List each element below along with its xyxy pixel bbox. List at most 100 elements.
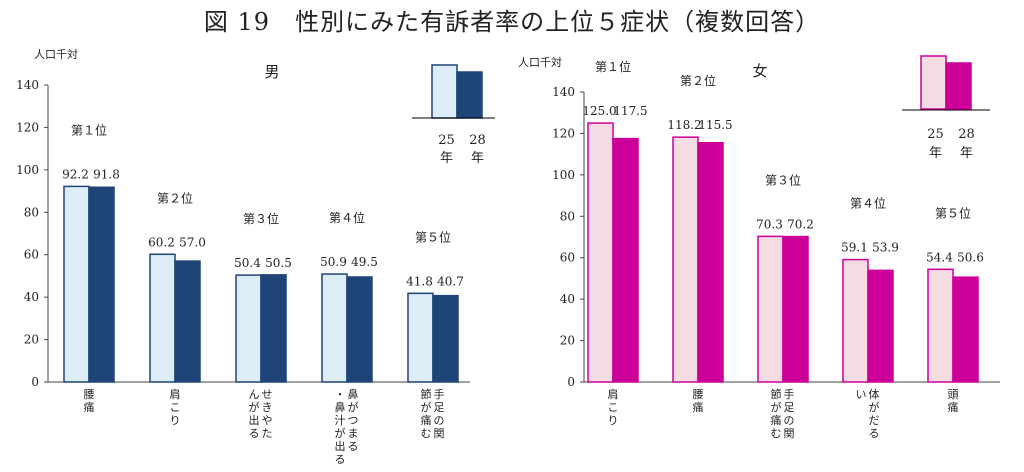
female-category-label: り bbox=[608, 414, 619, 427]
male-category-label: が bbox=[421, 400, 432, 414]
female-y-tick-label: 140 bbox=[552, 85, 575, 99]
female-rank-label: 第２位 bbox=[680, 73, 716, 88]
male-category-label: 痛 bbox=[421, 413, 432, 427]
female-bar-25-0 bbox=[587, 122, 614, 383]
female-y-tick-label: 60 bbox=[560, 251, 575, 265]
female-category-label: こ bbox=[608, 401, 619, 414]
male-bar-28-3 bbox=[346, 276, 373, 383]
male-legend-swatch-28 bbox=[456, 71, 483, 119]
female-legend-year-unit: 年 bbox=[960, 146, 973, 161]
male-y-tick-label: 140 bbox=[16, 78, 39, 92]
male-bar-28-0 bbox=[88, 186, 115, 383]
male-category-label: つ bbox=[348, 414, 359, 427]
male-category-label: ん bbox=[249, 388, 260, 401]
female-category-label: む bbox=[771, 427, 782, 440]
female-category-label: 痛 bbox=[948, 400, 959, 414]
female-legend-swatch-28 bbox=[945, 62, 972, 110]
male-rank-label: 第１位 bbox=[71, 122, 107, 137]
female-category-label: い bbox=[856, 388, 867, 401]
male-y-tick-label: 120 bbox=[16, 120, 39, 134]
female-legend-swatch-25 bbox=[920, 55, 947, 110]
male-rank-label: 第５位 bbox=[415, 229, 451, 244]
male-category-label: る bbox=[335, 453, 346, 466]
female-category-label: 足 bbox=[784, 401, 795, 414]
female-value-label-25: 54.4 bbox=[926, 250, 953, 264]
male-category-label: 出 bbox=[335, 439, 346, 453]
male-panel-title: 男 bbox=[264, 63, 279, 81]
male-bar-25-0 bbox=[63, 185, 90, 383]
female-bar-25-4 bbox=[927, 268, 954, 383]
female-value-label-28: 50.6 bbox=[957, 250, 984, 264]
male-legend-year-unit: 年 bbox=[440, 151, 453, 166]
male-value-label-28: 49.5 bbox=[351, 255, 378, 269]
male-category-label: せ bbox=[262, 388, 273, 401]
female-value-label-28: 53.9 bbox=[872, 241, 899, 255]
male-category-label: る bbox=[348, 440, 359, 453]
male-value-label-25: 50.9 bbox=[320, 255, 347, 269]
male-category-label: 肩 bbox=[170, 387, 181, 401]
female-rank-label: 第１位 bbox=[595, 59, 631, 74]
female-panel-title: 女 bbox=[752, 62, 767, 80]
male-category-label: や bbox=[262, 414, 273, 427]
female-category-label: が bbox=[869, 400, 880, 414]
female-category-label: る bbox=[869, 427, 880, 440]
male-category-label: き bbox=[262, 401, 273, 414]
male-value-label-25: 41.8 bbox=[406, 274, 433, 288]
male-legend-year-unit: 年 bbox=[471, 151, 484, 166]
male-bar-25-2 bbox=[235, 274, 262, 383]
female-category-label: が bbox=[771, 400, 782, 414]
male-category-label: 手 bbox=[434, 387, 445, 401]
female-bar-28-2 bbox=[782, 235, 809, 383]
female-bar-28-1 bbox=[697, 142, 724, 383]
male-value-label-28: 40.7 bbox=[437, 274, 464, 288]
male-category-label: り bbox=[170, 414, 181, 427]
male-category-label: 出 bbox=[249, 413, 260, 427]
female-value-label-25: 70.3 bbox=[756, 217, 783, 231]
male-y-tick-label: 60 bbox=[24, 248, 39, 262]
female-category-label: の bbox=[784, 414, 795, 427]
female-rank-label: 第５位 bbox=[935, 205, 971, 220]
female-legend-year-unit: 年 bbox=[929, 146, 942, 161]
male-category-label: が bbox=[348, 400, 359, 414]
female-category-label: 手 bbox=[784, 387, 795, 401]
female-category-label: 痛 bbox=[693, 400, 704, 414]
female-category-label: 肩 bbox=[608, 387, 619, 401]
male-category-label: 腰 bbox=[84, 388, 95, 401]
female-category-label: 節 bbox=[771, 387, 782, 401]
female-value-label-28: 70.2 bbox=[787, 217, 814, 231]
male-category-label: 鼻 bbox=[335, 400, 346, 414]
male-category-label: が bbox=[249, 400, 260, 414]
female-y-tick-label: 20 bbox=[560, 334, 575, 348]
female-bar-28-0 bbox=[612, 137, 639, 383]
female-y-axis-label: 人口千対 bbox=[518, 55, 562, 69]
male-y-axis-label: 人口千対 bbox=[34, 47, 78, 61]
male-category-label: む bbox=[421, 427, 432, 440]
male-bar-25-1 bbox=[149, 253, 176, 383]
female-bar-25-1 bbox=[672, 136, 699, 383]
female-value-label-25: 118.2 bbox=[667, 118, 701, 132]
male-category-label: の bbox=[434, 414, 445, 427]
female-y-tick-label: 80 bbox=[560, 209, 575, 223]
female-category-label: 関 bbox=[784, 427, 795, 440]
male-category-label: こ bbox=[170, 401, 181, 414]
female-category-label: 頭 bbox=[948, 388, 959, 401]
male-y-tick-label: 100 bbox=[16, 163, 39, 177]
male-legend-year-label: 25 bbox=[438, 133, 455, 148]
male-legend-swatch-25 bbox=[431, 64, 458, 119]
male-value-label-28: 91.8 bbox=[93, 167, 120, 181]
female-value-label-25: 59.1 bbox=[841, 241, 868, 255]
male-category-label: 汁 bbox=[335, 414, 346, 427]
female-bar-28-3 bbox=[867, 269, 894, 383]
male-rank-label: 第３位 bbox=[243, 211, 279, 226]
female-rank-label: 第４位 bbox=[850, 196, 886, 211]
female-category-label: 体 bbox=[869, 387, 880, 401]
female-y-tick-label: 0 bbox=[567, 375, 575, 389]
female-rank-label: 第３位 bbox=[765, 172, 801, 187]
male-category-label: 節 bbox=[421, 387, 432, 401]
female-value-label-25: 125.0 bbox=[582, 104, 616, 118]
male-y-tick-label: 40 bbox=[24, 290, 39, 304]
female-bar-25-2 bbox=[757, 235, 784, 383]
female-category-label: だ bbox=[869, 414, 880, 427]
male-value-label-25: 60.2 bbox=[148, 235, 175, 249]
